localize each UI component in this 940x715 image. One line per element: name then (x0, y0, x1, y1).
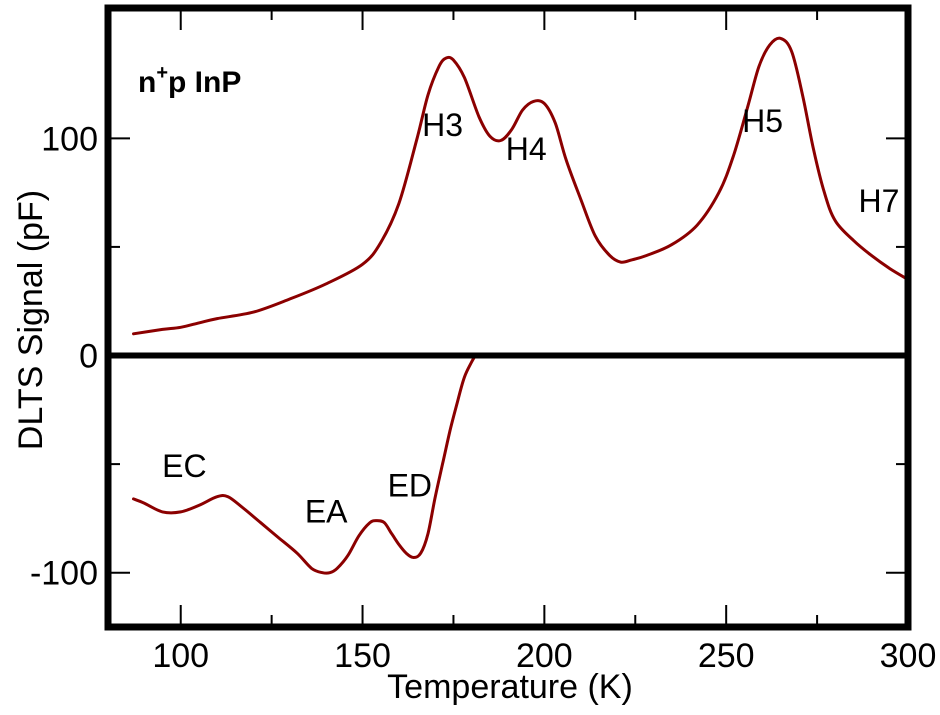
plot-frame (104, 4, 912, 631)
y-tick-label: 100 (41, 120, 98, 158)
sample-label-sup: + (156, 62, 168, 84)
y-tick-label: -100 (30, 555, 98, 593)
series-lines (132, 36, 910, 575)
series-line-electron-traps (132, 354, 477, 575)
peak-label-h3: H3 (422, 107, 463, 143)
x-axis-label: Temperature (K) (387, 668, 633, 706)
sample-label-rest: p InP (168, 66, 241, 99)
y-axis-label: DLTS Signal (pF) (12, 190, 50, 450)
peak-label-ed: ED (388, 468, 432, 504)
x-tick-label: 150 (334, 637, 391, 675)
y-tick-label: 0 (79, 338, 98, 376)
peak-label-h7: H7 (858, 183, 899, 219)
peak-label-h5: H5 (742, 103, 783, 139)
x-tick-label: 250 (698, 637, 755, 675)
x-tick-label: 300 (880, 637, 937, 675)
peak-labels: H3 H4 H5 H7 EC EA ED (162, 103, 899, 530)
peak-label-h4: H4 (506, 131, 547, 167)
sample-label: n+p InP (138, 62, 241, 99)
peak-label-ea: EA (305, 494, 348, 530)
x-tick-label: 100 (152, 637, 209, 675)
x-tick-label: 200 (516, 637, 573, 675)
peak-label-ec: EC (162, 448, 206, 484)
tick-labels: 100 150 200 250 300 -100 0 100 (30, 120, 936, 675)
sample-label-base: n (138, 66, 156, 99)
series-line-hole-traps (132, 36, 910, 336)
